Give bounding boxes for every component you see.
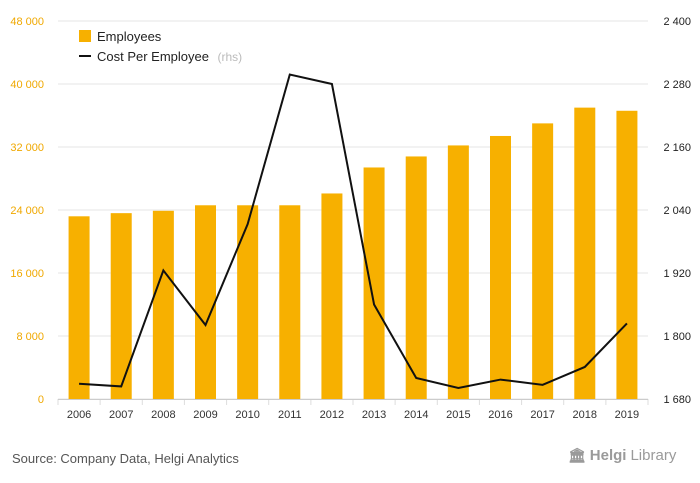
bar-employees: [195, 205, 216, 399]
library-building-icon: 🏛: [568, 447, 586, 463]
y-right-tick-label: 2 040: [663, 205, 691, 217]
bar-employees: [574, 107, 596, 399]
legend-label-cost-per-employee: Cost Per Employee (rhs): [97, 48, 242, 65]
y-left-tick-label: 40 000: [10, 79, 44, 91]
y-left-tick-label: 0: [38, 394, 44, 406]
x-tick-label: 2016: [488, 409, 512, 421]
legend-label-cost-text: Cost Per Employee: [97, 49, 209, 64]
legend-swatch-employees: [79, 30, 91, 42]
x-tick-label: 2007: [109, 409, 133, 421]
x-tick-label: 2017: [530, 409, 554, 421]
bar-employees: [616, 110, 638, 400]
x-tick-label: 2010: [235, 409, 259, 421]
logo-text-light: Library: [630, 447, 677, 464]
bar-employees: [405, 156, 427, 399]
x-tick-label: 2012: [320, 409, 344, 421]
bar-employees: [363, 167, 385, 399]
legend: Employees Cost Per Employee (rhs): [79, 29, 242, 65]
x-tick-label: 2019: [615, 409, 639, 421]
bar-employees: [110, 213, 132, 399]
x-tick-label: 2013: [362, 409, 386, 421]
y-left-tick-label: 8 000: [16, 331, 44, 343]
helgi-library-logo: 🏛 Helgi Library: [568, 447, 676, 464]
y-left-tick-label: 24 000: [10, 205, 44, 217]
bar-employees: [447, 145, 469, 399]
bar-employees: [152, 210, 174, 399]
bar-employees: [279, 205, 301, 399]
gridlines: [57, 20, 649, 405]
x-axis: 2006 2007 2008 2009 2010 2011 2012 2013 2014 2015…: [67, 409, 639, 421]
x-tick-label: 2011: [278, 409, 302, 421]
y-right-tick-label: 2 280: [663, 79, 691, 91]
source-note: Source: Company Data, Helgi Analytics: [12, 451, 239, 466]
x-tick-label: 2018: [573, 409, 597, 421]
y-axis-left: 0 8 000 16 000 24 000 32 000 40 000 48 000: [10, 16, 44, 406]
legend-label-employees: Employees: [97, 29, 162, 44]
bar-employees: [490, 135, 511, 399]
bar-employees: [237, 205, 259, 399]
series-line-cost-per-employee: [79, 73, 628, 389]
y-right-tick-label: 1 920: [663, 268, 691, 280]
y-left-tick-label: 32 000: [10, 142, 44, 154]
legend-label-cost-suffix: (rhs): [217, 50, 242, 64]
y-axis-right: 1 680 1 800 1 920 2 040 2 160 2 280 2 400: [663, 16, 691, 406]
y-right-tick-label: 1 800: [663, 331, 691, 343]
x-tick-label: 2009: [193, 409, 217, 421]
y-right-tick-label: 2 400: [663, 16, 691, 28]
x-tick-label: 2008: [151, 409, 175, 421]
bar-employees: [321, 193, 343, 399]
bar-employees: [68, 216, 90, 399]
y-left-tick-label: 48 000: [10, 16, 44, 28]
bars-employees: [68, 107, 638, 400]
x-tick-label: 2015: [446, 409, 470, 421]
logo-text-bold: Helgi: [589, 447, 627, 464]
x-tick-label: 2014: [404, 409, 428, 421]
y-left-tick-label: 16 000: [10, 268, 44, 280]
chart: 0 8 000 16 000 24 000 32 000 40 000 48 000 1 6…: [10, 16, 691, 421]
line-cost-per-employee: [79, 73, 628, 389]
y-right-tick-label: 1 680: [663, 394, 691, 406]
x-tick-label: 2006: [67, 409, 91, 421]
bar-employees: [532, 123, 554, 399]
y-right-tick-label: 2 160: [663, 142, 691, 154]
